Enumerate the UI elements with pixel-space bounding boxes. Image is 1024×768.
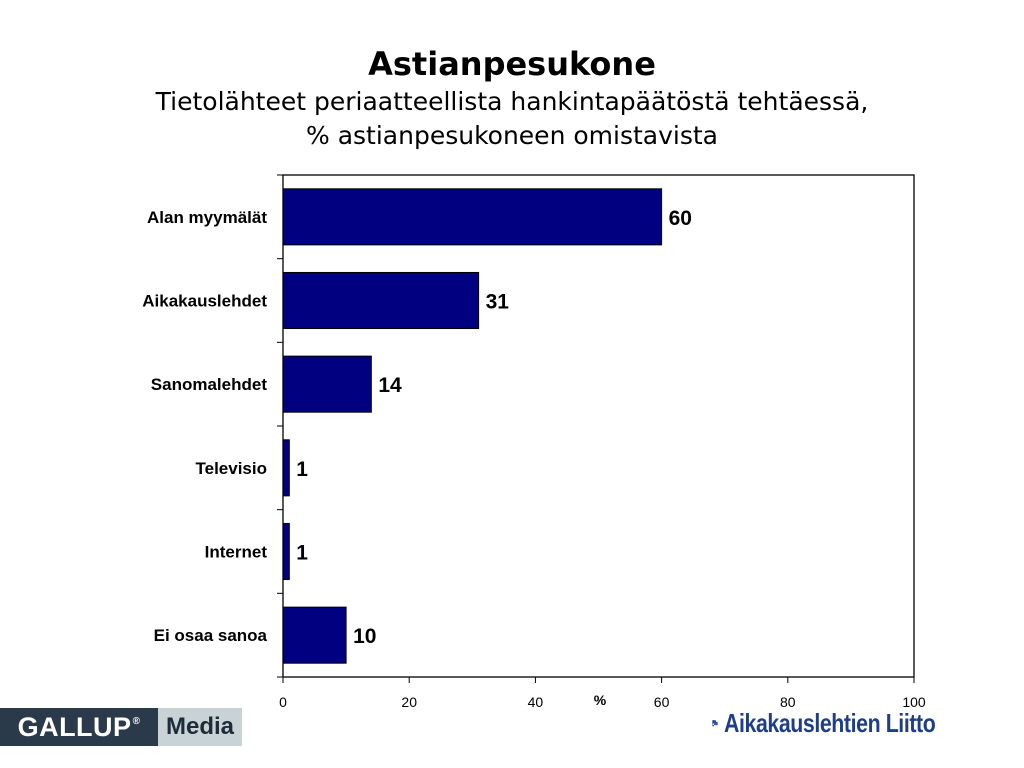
aikakauslehtien-liitto-text: Aikakauslehtien Liitto (724, 707, 936, 738)
x-tick-label: 20 (401, 694, 417, 710)
category-label: Internet (205, 543, 268, 562)
x-tick-label: 0 (279, 694, 287, 710)
value-label: 14 (378, 374, 402, 397)
media-logo-part: Media (158, 708, 242, 746)
bar (282, 355, 372, 413)
gallup-logo-dark-part: GALLUP ® (0, 708, 158, 746)
chart-subtitle-line-2: % astianpesukoneen omistavista (306, 121, 718, 150)
value-label: 1 (296, 542, 308, 565)
plot-frame (282, 174, 915, 678)
category-label: Alan myymälät (147, 208, 267, 227)
chart-title: Astianpesukone (368, 45, 656, 83)
category-label: Televisio (196, 459, 268, 478)
gallup-media-logo: GALLUP ® Media (0, 708, 242, 746)
x-axis-title: % (594, 692, 607, 708)
x-tick-label: 80 (780, 694, 796, 710)
category-label: Ei osaa sanoa (154, 626, 268, 645)
x-tick-label: 60 (654, 694, 670, 710)
value-label: 10 (353, 625, 376, 648)
value-label: 31 (486, 291, 510, 314)
bar (282, 271, 480, 330)
bar (282, 522, 290, 581)
bar (282, 439, 290, 497)
bar (282, 606, 347, 664)
chart-subtitle-line-1: Tietolähteet periaatteellista hankintapä… (155, 87, 869, 116)
x-tick-label: 100 (902, 694, 926, 710)
gallup-logo-text: GALLUP (17, 711, 132, 742)
value-label: 1 (296, 458, 308, 481)
value-label: 60 (669, 207, 692, 230)
aikakauslehtien-liitto-logo: Aikakauslehtien Liitto (712, 698, 982, 748)
category-label: Aikakauslehdet (142, 292, 267, 311)
x-tick-label: 40 (528, 694, 544, 710)
aikakauslehtien-liitto-emblem-icon (712, 720, 718, 727)
registered-mark: ® (132, 715, 141, 727)
bar (282, 188, 663, 246)
category-label: Sanomalehdet (151, 375, 268, 394)
